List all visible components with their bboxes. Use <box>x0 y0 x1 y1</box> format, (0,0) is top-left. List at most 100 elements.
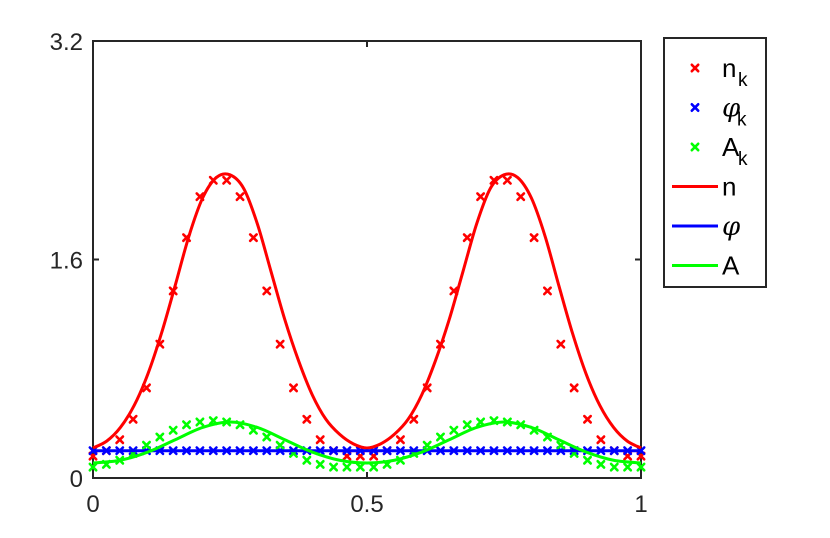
marker-stroke <box>690 63 700 73</box>
marker-stroke <box>315 435 325 445</box>
data-point <box>596 459 606 469</box>
marker-stroke <box>462 420 472 430</box>
marker-stroke <box>88 462 98 472</box>
data-point <box>155 432 165 442</box>
marker-stroke <box>355 462 365 472</box>
legend-label: n <box>722 53 736 83</box>
data-point <box>569 383 579 393</box>
marker-stroke <box>516 192 526 202</box>
data-point <box>542 286 552 296</box>
plot-area: 0 0.5 1 0 1.6 3.2 <box>50 29 648 518</box>
legend-label: φ <box>722 212 741 242</box>
marker-stroke <box>556 339 566 349</box>
legend-marker <box>690 63 700 73</box>
marker-stroke <box>476 192 486 202</box>
marker-stroke <box>262 286 272 296</box>
marker-stroke <box>222 175 232 185</box>
data-point <box>435 432 445 442</box>
x-tick-label: 0 <box>86 491 99 518</box>
data-point <box>195 417 205 427</box>
marker-stroke <box>690 103 700 112</box>
series-layer <box>88 172 646 472</box>
y-tick-label: 1.6 <box>50 248 83 275</box>
legend-marker <box>690 142 700 152</box>
data-point <box>476 192 486 202</box>
marker-stroke <box>275 339 285 349</box>
data-point <box>583 455 593 465</box>
data-point <box>355 462 365 472</box>
legend-marker <box>690 103 700 112</box>
data-point <box>502 175 512 185</box>
data-point <box>88 462 98 472</box>
marker-stroke <box>690 142 700 152</box>
legend-label-subscript: k <box>738 149 748 170</box>
data-point <box>596 435 606 445</box>
data-point <box>556 339 566 349</box>
marker-stroke <box>476 417 486 427</box>
marker-stroke <box>636 462 646 472</box>
marker-stroke <box>422 440 432 450</box>
marker-stroke <box>302 414 312 424</box>
marker-stroke <box>462 233 472 243</box>
marker-stroke <box>435 432 445 442</box>
data-point <box>315 459 325 469</box>
marker-stroke <box>502 175 512 185</box>
data-point <box>248 233 258 243</box>
x-tick-label: 1 <box>634 491 647 518</box>
marker-stroke <box>529 233 539 243</box>
data-point <box>462 420 472 430</box>
legend-item-phi-k: φk <box>690 94 747 131</box>
marker-stroke <box>449 286 459 296</box>
marker-stroke <box>609 462 619 472</box>
data-point <box>262 286 272 296</box>
data-point <box>583 414 593 424</box>
marker-stroke <box>315 459 325 469</box>
marker-stroke <box>128 414 138 424</box>
marker-stroke <box>342 462 352 472</box>
data-point <box>275 440 285 450</box>
data-point <box>462 233 472 243</box>
marker-stroke <box>182 420 192 430</box>
data-point <box>262 432 272 442</box>
legend-label-subscript: k <box>738 70 748 91</box>
marker-stroke <box>262 432 272 442</box>
marker-stroke <box>275 440 285 450</box>
y-tick-label: 3.2 <box>50 29 83 56</box>
series-n-line <box>92 172 642 450</box>
legend-item-phi: φ <box>672 212 741 242</box>
data-point <box>182 420 192 430</box>
data-point <box>623 462 633 472</box>
marker-stroke <box>395 435 405 445</box>
data-point <box>529 233 539 243</box>
data-point <box>289 383 299 393</box>
legend-label: A <box>722 132 740 162</box>
data-point <box>395 435 405 445</box>
data-point <box>636 462 646 472</box>
data-point <box>235 192 245 202</box>
marker-stroke <box>409 414 419 424</box>
data-point <box>315 435 325 445</box>
data-point <box>409 414 419 424</box>
legend-item-A: A <box>672 251 740 281</box>
data-point <box>275 339 285 349</box>
data-point <box>168 425 178 435</box>
axes-box <box>92 40 642 479</box>
marker-stroke <box>141 383 151 393</box>
marker-stroke <box>235 192 245 202</box>
data-point <box>128 414 138 424</box>
legend-label: n <box>722 172 736 202</box>
marker-stroke <box>248 233 258 243</box>
data-point <box>342 462 352 472</box>
data-point <box>222 175 232 185</box>
legend-box <box>663 37 767 288</box>
marker-stroke <box>449 425 459 435</box>
data-point <box>329 462 339 472</box>
legend-item-A-k: Ak <box>690 132 748 170</box>
marker-stroke <box>289 383 299 393</box>
y-tick-label: 0 <box>70 466 83 493</box>
marker-stroke <box>168 425 178 435</box>
marker-stroke <box>569 383 579 393</box>
